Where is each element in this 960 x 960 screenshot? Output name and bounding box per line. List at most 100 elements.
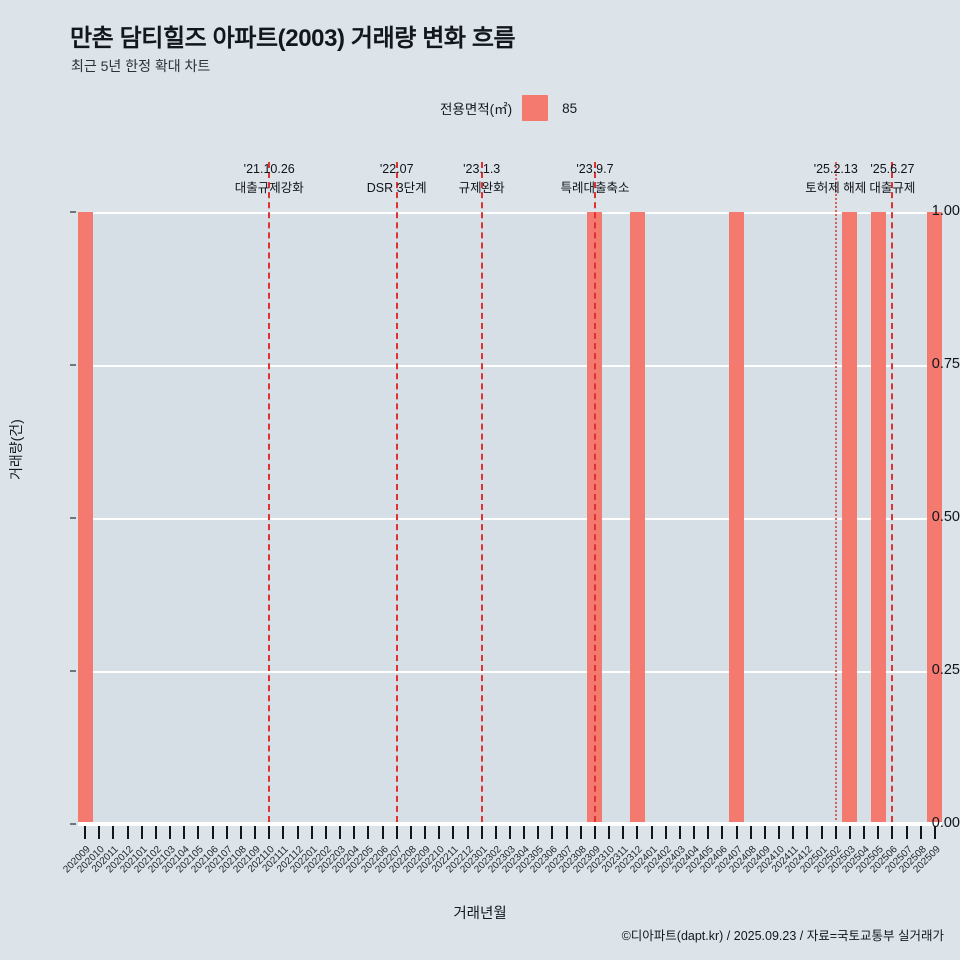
x-tick-mark bbox=[154, 826, 157, 839]
event-text: 토허제 해제 bbox=[805, 181, 867, 196]
legend-label-85: 85 bbox=[562, 100, 578, 116]
event-line-202301 bbox=[480, 162, 483, 832]
x-tick-mark bbox=[593, 826, 596, 839]
event-text: 대출규제 bbox=[869, 181, 916, 196]
legend-swatch-85 bbox=[522, 95, 549, 121]
y-tick-label: 0.75 bbox=[931, 356, 960, 372]
event-label-202110: '21.10.26 대출규제강화 bbox=[235, 160, 304, 199]
x-tick-mark bbox=[820, 826, 823, 839]
bar-202009[interactable] bbox=[77, 212, 93, 824]
x-tick-mark bbox=[636, 826, 639, 839]
event-text: 특례대출축소 bbox=[560, 181, 630, 196]
x-tick-mark bbox=[608, 826, 611, 839]
gridline bbox=[78, 212, 942, 214]
plot-area bbox=[77, 162, 943, 832]
event-line-202309 bbox=[593, 162, 596, 832]
y-tick-label: 0.00 bbox=[931, 815, 960, 831]
event-date: '25.2.13 bbox=[813, 162, 858, 176]
x-tick-mark bbox=[282, 826, 285, 839]
event-label-202207: '22.07 DSR 3단계 bbox=[367, 160, 427, 199]
x-tick-mark bbox=[310, 826, 313, 839]
event-label-202502: '25.2.13 토허제 해제 bbox=[805, 160, 866, 199]
x-tick-mark bbox=[848, 826, 851, 839]
x-axis-line bbox=[78, 822, 942, 824]
y-tick-mark bbox=[70, 211, 76, 213]
x-tick-mark bbox=[678, 826, 681, 839]
x-tick-mark bbox=[409, 826, 412, 839]
legend-title: 전용면적(㎡) bbox=[440, 102, 513, 117]
event-text: 규제완화 bbox=[458, 181, 505, 196]
bar-202503[interactable] bbox=[842, 212, 858, 824]
x-tick-mark bbox=[579, 826, 582, 839]
chart-subtitle: 최근 5년 한정 확대 차트 bbox=[71, 58, 211, 74]
event-date: '23.9.7 bbox=[576, 162, 614, 176]
chart-legend: 전용면적(㎡) 85 bbox=[440, 95, 577, 121]
x-axis-title: 거래년월 bbox=[453, 906, 507, 922]
x-tick-mark bbox=[763, 826, 766, 839]
x-tick-mark bbox=[792, 826, 795, 839]
chart-title: 만촌 담티힐즈 아파트(2003) 거래량 변화 흐름 bbox=[70, 25, 516, 52]
x-tick-mark bbox=[551, 826, 554, 839]
x-tick-mark bbox=[183, 826, 186, 839]
event-line-202110 bbox=[268, 162, 271, 832]
bar-202509[interactable] bbox=[927, 212, 943, 824]
x-tick-mark bbox=[424, 826, 427, 839]
event-label-202301: '23.1.3 규제완화 bbox=[459, 160, 505, 199]
event-date: '25.6.27 bbox=[870, 162, 915, 176]
x-tick-mark bbox=[891, 826, 894, 839]
x-tick-mark bbox=[239, 826, 242, 839]
x-tick-mark bbox=[537, 826, 540, 839]
x-tick-mark bbox=[863, 826, 866, 839]
x-tick-mark bbox=[905, 826, 908, 839]
y-tick-label: 0.50 bbox=[931, 509, 960, 525]
x-tick-mark bbox=[98, 826, 101, 839]
x-tick-mark bbox=[296, 826, 299, 839]
x-tick-mark bbox=[84, 826, 87, 839]
x-tick-mark bbox=[254, 826, 257, 839]
x-tick-mark bbox=[933, 826, 936, 839]
event-line-202502 bbox=[834, 162, 837, 832]
x-tick-mark bbox=[197, 826, 200, 839]
x-tick-mark bbox=[693, 826, 696, 839]
bar-202505[interactable] bbox=[870, 212, 886, 824]
x-tick-mark bbox=[806, 826, 809, 839]
y-tick-mark bbox=[70, 364, 76, 366]
x-tick-mark bbox=[749, 826, 752, 839]
x-tick-mark bbox=[509, 826, 511, 839]
y-axis-title: 거래량(건) bbox=[8, 419, 24, 480]
x-tick-mark bbox=[664, 826, 667, 839]
x-tick-mark bbox=[225, 826, 228, 839]
x-tick-mark bbox=[353, 826, 356, 839]
x-tick-mark bbox=[140, 826, 143, 839]
gridline bbox=[78, 365, 942, 367]
event-text: DSR 3단계 bbox=[366, 181, 427, 196]
x-tick-mark bbox=[707, 826, 710, 839]
x-tick-mark bbox=[494, 826, 497, 839]
chart-footer: ©디아파트(dapt.kr) / 2025.09.23 / 자료=국토교통부 실… bbox=[621, 929, 944, 943]
x-tick-mark bbox=[735, 826, 738, 839]
event-date: '22.07 bbox=[379, 162, 414, 176]
y-tick-mark bbox=[70, 823, 76, 825]
x-tick-mark bbox=[367, 826, 370, 839]
x-tick-mark bbox=[650, 826, 653, 839]
event-date: '23.1.3 bbox=[463, 162, 501, 176]
x-tick-mark bbox=[721, 826, 724, 839]
gridline bbox=[78, 671, 942, 673]
event-date: '21.10.26 bbox=[243, 162, 295, 176]
event-label-202506: '25.6.27 대출규제 bbox=[869, 160, 915, 199]
event-line-202207 bbox=[395, 162, 398, 832]
gridline bbox=[78, 518, 942, 520]
x-tick-mark bbox=[480, 826, 483, 839]
x-tick-mark bbox=[381, 826, 384, 839]
x-tick-mark bbox=[126, 826, 129, 839]
x-tick-mark bbox=[877, 826, 880, 839]
x-tick-mark bbox=[324, 826, 327, 839]
x-tick-mark bbox=[834, 826, 837, 839]
x-tick-mark bbox=[438, 826, 441, 839]
event-line-202506 bbox=[891, 162, 894, 832]
bar-202312[interactable] bbox=[629, 212, 645, 824]
bar-202407[interactable] bbox=[729, 212, 745, 824]
x-tick-mark bbox=[112, 826, 115, 839]
x-tick-mark bbox=[919, 826, 922, 839]
x-tick-mark bbox=[395, 826, 398, 839]
